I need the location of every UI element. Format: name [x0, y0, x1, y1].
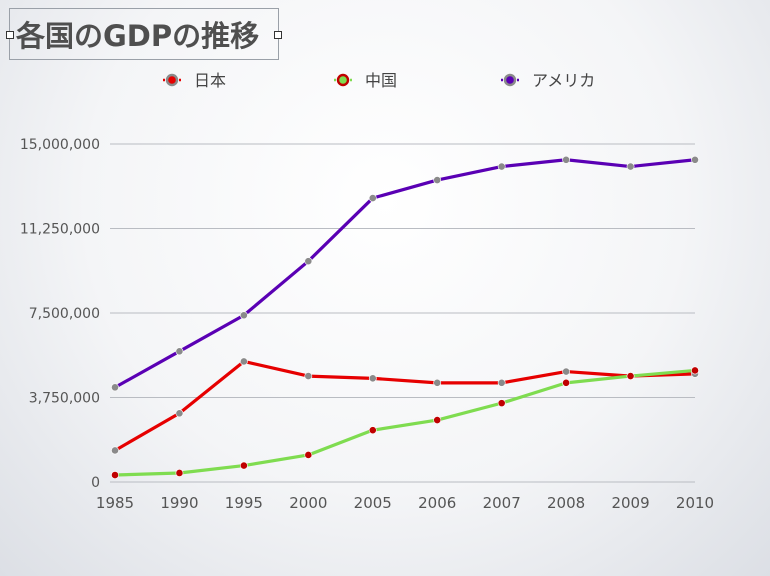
- data-point: [304, 451, 313, 459]
- resize-handle-left[interactable]: [6, 31, 14, 39]
- x-tick-label: 2007: [483, 494, 521, 512]
- data-point: [691, 366, 699, 375]
- data-point: [433, 176, 442, 184]
- data-point: [239, 357, 248, 366]
- series-line: [114, 158, 696, 389]
- x-tick-label: 2008: [547, 494, 585, 512]
- legend-label: 中国: [365, 71, 397, 90]
- data-point: [497, 399, 506, 408]
- data-point: [433, 416, 442, 424]
- x-tick-label: 1990: [160, 494, 198, 512]
- x-tick-label: 2000: [289, 494, 327, 512]
- y-tick-label: 3,750,000: [29, 391, 100, 407]
- title-textbox[interactable]: 各国のGDPの推移: [6, 8, 282, 60]
- data-point: [497, 162, 506, 171]
- data-point: [562, 155, 571, 164]
- data-point: [111, 446, 119, 455]
- chart-title: 各国のGDPの推移: [16, 19, 260, 53]
- data-point: [433, 378, 442, 387]
- data-point: [368, 194, 377, 202]
- legend-label: 日本: [194, 71, 226, 90]
- legend-marker: [165, 73, 179, 87]
- data-point: [304, 372, 313, 380]
- data-point: [626, 372, 635, 380]
- x-tick-label: 2009: [611, 494, 649, 512]
- data-point: [691, 155, 699, 164]
- y-tick-label: 11,250,000: [20, 222, 100, 238]
- x-tick-label: 1985: [96, 494, 134, 512]
- data-point: [626, 162, 635, 171]
- series-line: [114, 368, 696, 477]
- resize-handle-right[interactable]: [274, 31, 282, 39]
- data-point: [562, 367, 571, 376]
- series-line: [114, 359, 696, 452]
- data-point: [111, 471, 119, 479]
- data-point: [239, 461, 248, 470]
- x-tick-label: 2006: [418, 494, 456, 512]
- data-point: [368, 374, 377, 383]
- y-tick-label: 15,000,000: [20, 137, 100, 153]
- data-point: [175, 469, 184, 477]
- legend-label: アメリカ: [532, 71, 595, 90]
- y-tick-label: 0: [91, 475, 100, 491]
- data-point: [111, 383, 119, 392]
- x-tick-label: 2005: [354, 494, 392, 512]
- data-point: [175, 409, 184, 418]
- x-tick-label: 2010: [676, 494, 714, 512]
- data-point: [239, 311, 248, 320]
- data-point: [175, 347, 184, 356]
- data-point: [368, 426, 377, 435]
- legend-marker: [503, 73, 517, 87]
- data-point: [562, 378, 571, 387]
- y-tick-label: 7,500,000: [29, 306, 100, 322]
- data-point: [304, 257, 313, 266]
- legend-marker: [336, 73, 350, 87]
- data-point: [497, 378, 506, 387]
- x-tick-label: 1995: [225, 494, 263, 512]
